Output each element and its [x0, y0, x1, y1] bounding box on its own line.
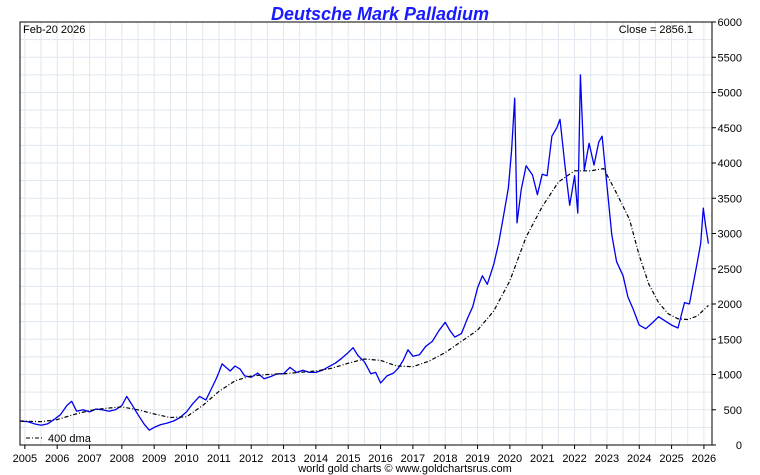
x-tick-label: 2025	[659, 453, 683, 465]
x-tick-label: 2023	[595, 453, 619, 465]
y-axis: 0 500 1000 1500 2000 2500 3000 3500 4000 4500 5000…	[712, 17, 742, 452]
x-tick-label: 2009	[142, 453, 166, 465]
x-tick-label: 2017	[401, 453, 425, 465]
footer-credit: world gold charts © www.goldchartsrus.co…	[297, 463, 512, 475]
y-tick-label: 4500	[718, 123, 742, 135]
x-tick-label: 2013	[271, 453, 295, 465]
y-tick-label: 1500	[718, 334, 742, 346]
close-label: Close = 2856.1	[619, 24, 693, 36]
y-tick-label: 4000	[718, 158, 742, 170]
x-tick-label: 2014	[304, 453, 328, 465]
x-tick-label: 2007	[77, 453, 101, 465]
x-tick-label: 2019	[465, 453, 489, 465]
y-tick-label: 5500	[718, 52, 742, 64]
legend: 400 dma	[26, 433, 92, 445]
series-layer	[19, 74, 710, 431]
x-tick-label: 2008	[110, 453, 134, 465]
y-tick-label: 3000	[718, 229, 742, 241]
legend-label-400-dma: 400 dma	[48, 433, 92, 445]
x-tick-label: 2016	[368, 453, 392, 465]
date-label: Feb-20 2026	[23, 24, 85, 36]
y-tick-label: 6000	[718, 17, 742, 29]
chart-title: Deutsche Mark Palladium	[271, 4, 489, 24]
x-tick-label: 2021	[530, 453, 554, 465]
x-tick-label: 2010	[174, 453, 198, 465]
x-tick-label: 2011	[207, 453, 231, 465]
y-tick-label: 5000	[718, 88, 742, 100]
y-tick-label: 0	[736, 440, 742, 452]
x-axis: 2005 2006 2007 2008 2009 2010 2011 2012 2013 2014…	[13, 445, 716, 465]
x-tick-label: 2020	[498, 453, 522, 465]
x-tick-label: 2015	[336, 453, 360, 465]
y-tick-label: 500	[724, 405, 742, 417]
x-tick-label: 2022	[562, 453, 586, 465]
series-line-palladium-price	[19, 74, 710, 431]
y-tick-label: 3500	[718, 193, 742, 205]
x-tick-label: 2026	[692, 453, 716, 465]
y-tick-label: 1000	[718, 370, 742, 382]
x-tick-label: 2005	[13, 453, 37, 465]
x-tick-label: 2006	[45, 453, 69, 465]
y-tick-label: 2500	[718, 264, 742, 276]
y-tick-label: 2000	[718, 299, 742, 311]
series-line-400-dma	[19, 168, 709, 423]
grid-lines	[20, 21, 712, 446]
x-tick-label: 2012	[239, 453, 263, 465]
x-tick-label: 2024	[627, 453, 651, 465]
x-tick-label: 2018	[433, 453, 457, 465]
